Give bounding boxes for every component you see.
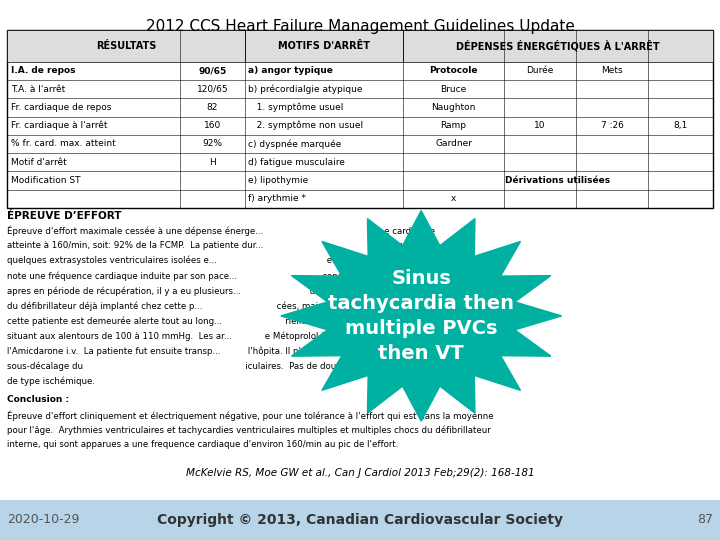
Text: % fr. card. max. atteint: % fr. card. max. atteint bbox=[11, 139, 115, 148]
Text: pour l'âge.  Arythmies ventriculaires et tachycardies ventriculaires multiples e: pour l'âge. Arythmies ventriculaires et … bbox=[7, 426, 491, 435]
Text: Durée: Durée bbox=[526, 66, 554, 76]
Text: McKelvie RS, Moe GW et al., Can J Cardiol 2013 Feb;29(2): 168-181: McKelvie RS, Moe GW et al., Can J Cardio… bbox=[186, 468, 534, 478]
Text: Épreuve d'effort maximale cessée à une dépense énerge...                        : Épreuve d'effort maximale cessée à une d… bbox=[7, 226, 436, 236]
Text: b) précordialgie atypique: b) précordialgie atypique bbox=[248, 84, 363, 94]
Text: H: H bbox=[209, 158, 216, 167]
Text: f) arythmie *: f) arythmie * bbox=[248, 194, 307, 203]
Text: apres en période de récupération, il y a eu plusieurs...                        : apres en période de récupération, il y a… bbox=[7, 286, 351, 296]
Text: cette patiente est demeurée alerte tout au long...                       rielle : cette patiente est demeurée alerte tout … bbox=[7, 316, 320, 326]
Text: de type ischémique.: de type ischémique. bbox=[7, 377, 95, 387]
Bar bbox=[245, 30, 403, 62]
Bar bbox=[7, 30, 245, 62]
Text: Gardner: Gardner bbox=[435, 139, 472, 148]
Text: 90/65: 90/65 bbox=[198, 66, 227, 76]
Text: Mets: Mets bbox=[601, 66, 623, 76]
Text: 7 :26: 7 :26 bbox=[600, 121, 624, 130]
Text: Fr. cardiaque de repos: Fr. cardiaque de repos bbox=[11, 103, 111, 112]
Text: Dérivations utilisées: Dérivations utilisées bbox=[505, 176, 611, 185]
Text: Naughton: Naughton bbox=[431, 103, 476, 112]
Text: sous-décalage du                                                           icula: sous-décalage du icula bbox=[7, 362, 402, 372]
Text: 82: 82 bbox=[207, 103, 218, 112]
Text: atteinte à 160/min, soit: 92% de la FCMP.  La patiente dur...                   : atteinte à 160/min, soit: 92% de la FCMP… bbox=[7, 241, 414, 250]
Text: 160: 160 bbox=[204, 121, 221, 130]
Text: 2020-10-29: 2020-10-29 bbox=[7, 513, 80, 526]
FancyBboxPatch shape bbox=[0, 500, 720, 540]
Text: a) angor typique: a) angor typique bbox=[248, 66, 333, 76]
Text: Fr. cardiaque à l'arrêt: Fr. cardiaque à l'arrêt bbox=[11, 121, 107, 131]
Bar bbox=[7, 30, 713, 208]
Polygon shape bbox=[281, 211, 562, 421]
Text: MOTIFS D'ARRÊT: MOTIFS D'ARRÊT bbox=[278, 40, 370, 51]
Text: 87: 87 bbox=[697, 513, 713, 526]
Text: e) lipothymie: e) lipothymie bbox=[248, 176, 309, 185]
Text: l'Amicdarone i.v.  La patiente fut ensuite transp...          l'hôpita. Il n'y a: l'Amicdarone i.v. La patiente fut ensuit… bbox=[7, 347, 362, 356]
Text: Sinus
tachycardia then
multiple PVCs
then VT: Sinus tachycardia then multiple PVCs the… bbox=[328, 269, 514, 363]
Text: 8,1: 8,1 bbox=[673, 121, 688, 130]
Text: 1. symptôme usuel: 1. symptôme usuel bbox=[248, 103, 343, 112]
Text: ÉPREUVE D’EFFORT: ÉPREUVE D’EFFORT bbox=[7, 211, 122, 221]
Text: situant aux alentours de 100 à 110 mmHg.  Les ar...            e Métoprolol i.v.: situant aux alentours de 100 à 110 mmHg.… bbox=[7, 332, 345, 341]
Text: 92%: 92% bbox=[202, 139, 222, 148]
Text: du défibrillateur déjà implanté chez cette p...                           cées, : du défibrillateur déjà implanté chez cet… bbox=[7, 301, 323, 311]
Text: T.A. à l'arrêt: T.A. à l'arrêt bbox=[11, 85, 65, 93]
Text: 2012 CCS Heart Failure Management Guidelines Update: 2012 CCS Heart Failure Management Guidel… bbox=[145, 19, 575, 34]
Text: I.A. de repos: I.A. de repos bbox=[11, 66, 76, 76]
Text: Modification ST: Modification ST bbox=[11, 176, 81, 185]
Text: Protocole: Protocole bbox=[429, 66, 478, 76]
Text: note une fréquence cardiaque induite par son pace...                            : note une fréquence cardiaque induite par… bbox=[7, 271, 354, 281]
Text: Bruce: Bruce bbox=[441, 85, 467, 93]
Text: Ramp: Ramp bbox=[441, 121, 467, 130]
Text: DÉPENSES ÉNERGÉTIQUES À L'ARRÊT: DÉPENSES ÉNERGÉTIQUES À L'ARRÊT bbox=[456, 40, 660, 51]
Text: 10: 10 bbox=[534, 121, 546, 130]
Text: d) fatigue musculaire: d) fatigue musculaire bbox=[248, 158, 346, 167]
Text: c) dyspnée marquée: c) dyspnée marquée bbox=[248, 139, 342, 148]
Text: 120/65: 120/65 bbox=[197, 85, 228, 93]
Text: quelques extrasystoles ventriculaires isolées e...                              : quelques extrasystoles ventriculaires is… bbox=[7, 256, 366, 266]
Text: RÉSULTATS: RÉSULTATS bbox=[96, 40, 156, 51]
Text: interne, qui sont apparues a une frequence cardiaque d'environ 160/min au pic de: interne, qui sont apparues a une frequen… bbox=[7, 441, 399, 449]
Text: Motif d'arrêt: Motif d'arrêt bbox=[11, 158, 66, 167]
Text: 2. symptôme non usuel: 2. symptôme non usuel bbox=[248, 121, 364, 131]
Text: x: x bbox=[451, 194, 456, 203]
Bar bbox=[403, 30, 713, 62]
Text: Épreuve d'effort cliniquement et électriquement négative, pour une tolérance à l: Épreuve d'effort cliniquement et électri… bbox=[7, 410, 494, 421]
Text: Conclusion :: Conclusion : bbox=[7, 395, 69, 404]
Text: Copyright © 2013, Canadian Cardiovascular Society: Copyright © 2013, Canadian Cardiovascula… bbox=[157, 513, 563, 526]
